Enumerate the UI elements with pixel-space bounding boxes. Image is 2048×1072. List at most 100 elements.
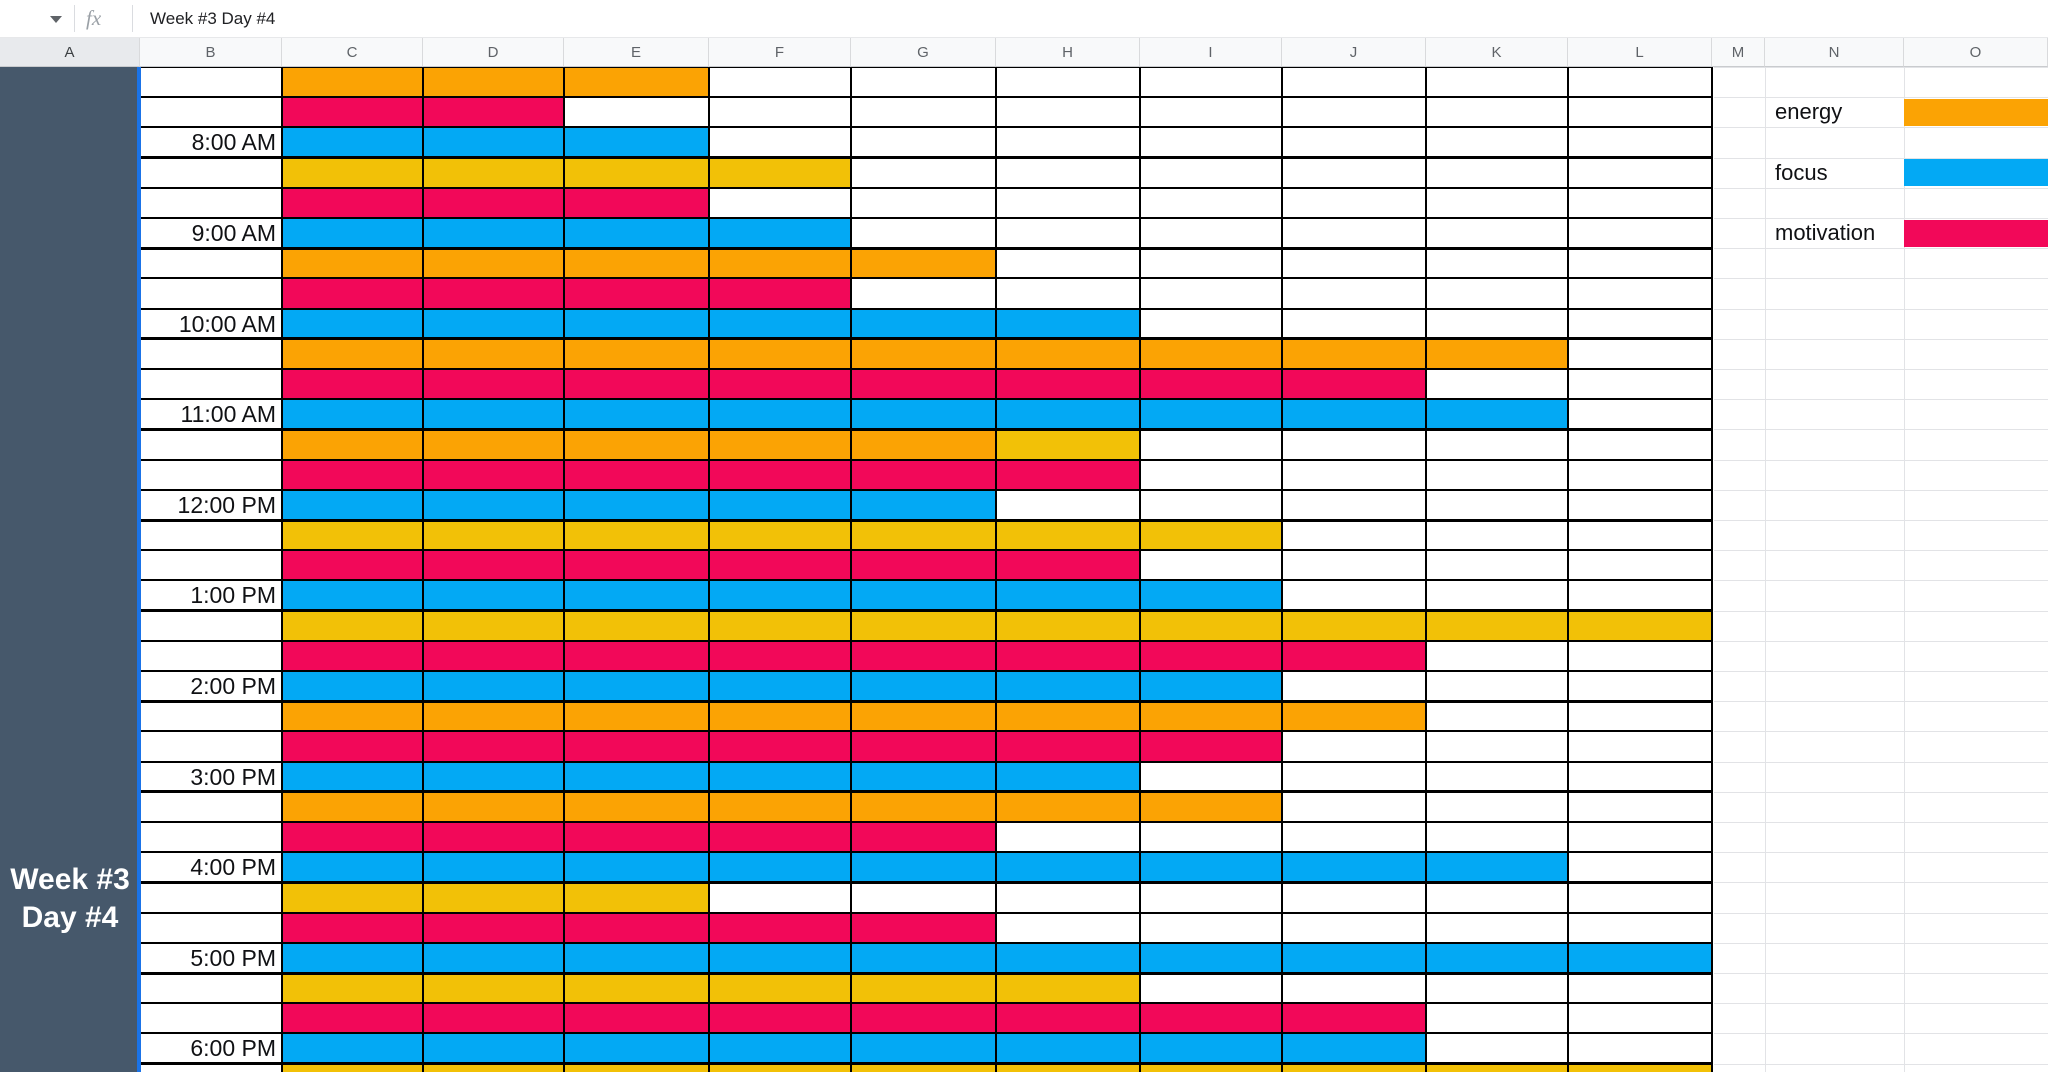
energy-bar-cell[interactable] <box>282 1063 423 1072</box>
energy-bar-cell[interactable] <box>709 701 851 732</box>
time-cell[interactable]: 9:00 AM <box>191 220 276 246</box>
time-cell[interactable]: 3:00 PM <box>190 763 276 790</box>
motivation-bar-cell[interactable] <box>423 640 564 672</box>
motivation-bar-cell[interactable] <box>423 97 564 128</box>
motivation-bar-cell[interactable] <box>996 459 1140 491</box>
focus-bar-cell[interactable] <box>996 671 1140 702</box>
focus-bar-cell[interactable] <box>1140 852 1282 883</box>
motivation-bar-cell[interactable] <box>423 912 564 944</box>
focus-bar-cell[interactable] <box>282 399 423 430</box>
motivation-bar-cell[interactable] <box>709 822 851 853</box>
focus-bar-cell[interactable] <box>709 399 851 430</box>
focus-bar-cell[interactable] <box>423 942 564 974</box>
energy-bar-cell[interactable] <box>851 520 996 551</box>
focus-bar-cell[interactable] <box>282 761 423 793</box>
focus-bar-cell[interactable] <box>1282 399 1426 430</box>
motivation-bar-cell[interactable] <box>851 731 996 763</box>
motivation-bar-cell[interactable] <box>564 731 709 763</box>
legend-label-motivation[interactable]: motivation <box>1775 220 1876 245</box>
motivation-bar-cell[interactable] <box>709 640 851 672</box>
energy-bar-cell[interactable] <box>709 429 851 461</box>
energy-bar-cell[interactable] <box>851 338 996 370</box>
focus-bar-cell[interactable] <box>282 489 423 521</box>
energy-bar-cell[interactable] <box>564 1063 709 1072</box>
focus-bar-cell[interactable] <box>564 1033 709 1065</box>
focus-bar-cell[interactable] <box>709 218 851 249</box>
motivation-bar-cell[interactable] <box>851 640 996 672</box>
energy-bar-cell[interactable] <box>1282 701 1426 732</box>
motivation-bar-cell[interactable] <box>282 1003 423 1034</box>
time-cell[interactable]: 11:00 AM <box>180 401 276 428</box>
motivation-bar-cell[interactable] <box>851 369 996 400</box>
motivation-bar-cell[interactable] <box>709 550 851 581</box>
focus-bar-cell[interactable] <box>282 852 423 883</box>
motivation-bar-cell[interactable] <box>423 369 564 400</box>
energy-bar-cell[interactable] <box>423 701 564 732</box>
focus-bar-cell[interactable] <box>282 671 423 702</box>
focus-bar-cell[interactable] <box>423 1033 564 1065</box>
focus-bar-cell[interactable] <box>423 671 564 702</box>
focus-bar-cell[interactable] <box>851 671 996 702</box>
energy-bar-cell[interactable] <box>709 610 851 642</box>
energy-bar-cell[interactable] <box>851 1063 996 1072</box>
motivation-bar-cell[interactable] <box>851 550 996 581</box>
motivation-bar-cell[interactable] <box>423 550 564 581</box>
focus-bar-cell[interactable] <box>1426 399 1568 430</box>
energy-bar-cell[interactable] <box>282 791 423 823</box>
focus-bar-cell[interactable] <box>851 489 996 521</box>
column-header-N[interactable]: N <box>1765 38 1904 67</box>
focus-bar-cell[interactable] <box>282 127 423 159</box>
focus-bar-cell[interactable] <box>851 399 996 430</box>
energy-bar-cell[interactable] <box>996 701 1140 732</box>
focus-bar-cell[interactable] <box>1140 942 1282 974</box>
energy-bar-cell[interactable] <box>423 791 564 823</box>
energy-bar-cell[interactable] <box>282 882 423 914</box>
energy-bar-cell[interactable] <box>1140 701 1282 732</box>
motivation-bar-cell[interactable] <box>423 187 564 219</box>
motivation-bar-cell[interactable] <box>282 459 423 491</box>
energy-bar-cell[interactable] <box>1140 338 1282 370</box>
energy-bar-cell[interactable] <box>996 1063 1140 1072</box>
focus-bar-cell[interactable] <box>709 761 851 793</box>
focus-bar-cell[interactable] <box>709 852 851 883</box>
motivation-bar-cell[interactable] <box>282 731 423 763</box>
motivation-bar-cell[interactable] <box>423 731 564 763</box>
energy-bar-cell[interactable] <box>423 338 564 370</box>
motivation-bar-cell[interactable] <box>564 822 709 853</box>
energy-bar-cell[interactable] <box>282 429 423 461</box>
focus-bar-cell[interactable] <box>564 127 709 159</box>
legend-swatch-energy[interactable] <box>1904 98 2048 126</box>
focus-bar-cell[interactable] <box>423 399 564 430</box>
energy-bar-cell[interactable] <box>423 429 564 461</box>
time-cell[interactable]: 1:00 PM <box>190 582 276 609</box>
energy-bar-cell[interactable] <box>996 429 1140 461</box>
focus-bar-cell[interactable] <box>423 852 564 883</box>
motivation-bar-cell[interactable] <box>1282 1003 1426 1034</box>
legend-label-focus[interactable]: focus <box>1775 159 1828 185</box>
focus-bar-cell[interactable] <box>996 761 1140 793</box>
time-cell[interactable]: 6:00 PM <box>190 1035 276 1062</box>
motivation-bar-cell[interactable] <box>851 822 996 853</box>
motivation-bar-cell[interactable] <box>423 822 564 853</box>
focus-bar-cell[interactable] <box>423 580 564 612</box>
legend-swatch-focus[interactable] <box>1904 159 2048 187</box>
motivation-bar-cell[interactable] <box>1140 731 1282 763</box>
motivation-bar-cell[interactable] <box>996 640 1140 672</box>
column-header-C[interactable]: C <box>282 38 423 67</box>
focus-bar-cell[interactable] <box>423 218 564 249</box>
motivation-bar-cell[interactable] <box>564 550 709 581</box>
energy-bar-cell[interactable] <box>423 520 564 551</box>
energy-bar-cell[interactable] <box>1426 1063 1568 1072</box>
energy-bar-cell[interactable] <box>564 973 709 1004</box>
energy-bar-cell[interactable] <box>564 248 709 279</box>
focus-bar-cell[interactable] <box>423 761 564 793</box>
focus-bar-cell[interactable] <box>851 308 996 340</box>
motivation-bar-cell[interactable] <box>282 187 423 219</box>
energy-bar-cell[interactable] <box>851 973 996 1004</box>
energy-bar-cell[interactable] <box>709 973 851 1004</box>
energy-bar-cell[interactable] <box>709 248 851 279</box>
focus-bar-cell[interactable] <box>1426 942 1568 974</box>
energy-bar-cell[interactable] <box>282 248 423 279</box>
focus-bar-cell[interactable] <box>996 1033 1140 1065</box>
motivation-bar-cell[interactable] <box>564 912 709 944</box>
